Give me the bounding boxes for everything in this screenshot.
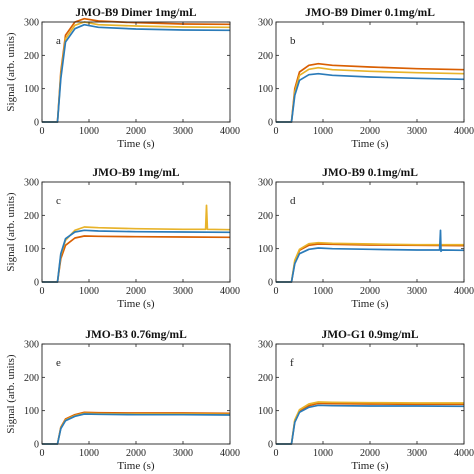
- series-line-2: [42, 21, 231, 123]
- x-tick-label: 2000: [126, 286, 146, 297]
- x-tick-label: 3000: [173, 286, 193, 297]
- y-tick-label: 100: [24, 244, 39, 255]
- y-tick-label: 300: [24, 18, 39, 29]
- series-line-1: [42, 235, 231, 283]
- x-tick-label: 0: [274, 286, 279, 297]
- chart-title: JMO-B9 Dimer 1mg/mL: [75, 7, 196, 19]
- y-tick-label: 300: [24, 340, 39, 351]
- chart-title: JMO-B9 1mg/mL: [92, 167, 180, 179]
- y-tick-label: 100: [258, 84, 273, 95]
- y-tick-label: 300: [258, 340, 273, 351]
- chart-title: JMO-B9 0.1mg/mL: [322, 167, 418, 179]
- y-tick-label: 200: [258, 373, 273, 384]
- y-tick-label: 200: [24, 211, 39, 222]
- y-tick-label: 200: [24, 51, 39, 62]
- x-tick-label: 0: [274, 448, 279, 459]
- x-tick-label: 3000: [407, 286, 427, 297]
- panel-letter-d: d: [290, 195, 296, 207]
- x-tick-label: 4000: [220, 126, 240, 137]
- y-tick-label: 300: [258, 18, 273, 29]
- plot-frame: [41, 21, 231, 123]
- x-tick-label: 0: [40, 286, 45, 297]
- series-line-3: [42, 413, 231, 445]
- x-tick-label: 4000: [454, 448, 474, 459]
- x-tick-label: 2000: [360, 448, 380, 459]
- series-line-3: [42, 23, 231, 123]
- x-tick-label: 3000: [407, 448, 427, 459]
- y-tick-label: 300: [24, 178, 39, 189]
- x-axis-label: Time (s): [117, 460, 155, 472]
- x-axis-label: Time (s): [351, 460, 389, 472]
- y-tick-label: 0: [268, 440, 273, 451]
- y-tick-label: 100: [258, 406, 273, 417]
- panel-letter-e: e: [56, 357, 61, 369]
- x-tick-label: 1000: [79, 126, 99, 137]
- chart-title: JMO-G1 0.9mg/mL: [321, 329, 418, 341]
- y-tick-label: 200: [258, 51, 273, 62]
- x-tick-label: 3000: [173, 448, 193, 459]
- y-tick-label: 0: [268, 118, 273, 129]
- plot-frame: [275, 181, 465, 283]
- y-tick-label: 300: [258, 178, 273, 189]
- x-tick-label: 1000: [79, 286, 99, 297]
- x-tick-label: 1000: [313, 448, 333, 459]
- x-axis-label: Time (s): [117, 298, 155, 310]
- y-tick-label: 200: [24, 373, 39, 384]
- y-axis-label: Signal (arb. units): [5, 32, 17, 111]
- y-tick-label: 100: [258, 244, 273, 255]
- series-line-2: [276, 66, 465, 123]
- x-tick-label: 2000: [126, 126, 146, 137]
- series-line-3: [276, 404, 465, 445]
- y-tick-label: 0: [34, 278, 39, 289]
- x-tick-label: 4000: [454, 126, 474, 137]
- panel-letter-f: f: [290, 357, 294, 369]
- x-tick-label: 0: [274, 126, 279, 137]
- y-axis-label: Signal (arb. units): [5, 192, 17, 271]
- x-tick-label: 1000: [313, 126, 333, 137]
- x-tick-label: 1000: [313, 286, 333, 297]
- x-tick-label: 1000: [79, 448, 99, 459]
- series-line-2: [42, 204, 231, 283]
- x-axis-label: Time (s): [117, 138, 155, 150]
- series-line-3: [276, 72, 465, 123]
- chart-title: JMO-B9 Dimer 0.1mg/mL: [305, 7, 435, 19]
- x-tick-label: 0: [40, 448, 45, 459]
- y-tick-label: 0: [268, 278, 273, 289]
- x-tick-label: 2000: [360, 286, 380, 297]
- x-tick-label: 3000: [173, 126, 193, 137]
- x-axis-label: Time (s): [351, 138, 389, 150]
- plot-frame: [275, 343, 465, 445]
- y-tick-label: 0: [34, 118, 39, 129]
- x-tick-label: 4000: [454, 286, 474, 297]
- y-tick-label: 0: [34, 440, 39, 451]
- y-tick-label: 100: [24, 406, 39, 417]
- x-tick-label: 4000: [220, 448, 240, 459]
- series-line-3: [276, 229, 465, 283]
- panel-letter-b: b: [290, 35, 296, 47]
- x-tick-label: 4000: [220, 286, 240, 297]
- x-tick-label: 2000: [360, 126, 380, 137]
- panel-letter-a: a: [56, 35, 61, 47]
- plot-frame: [41, 343, 231, 445]
- series-line-3: [42, 229, 231, 283]
- chart-title: JMO-B3 0.76mg/mL: [85, 329, 187, 341]
- x-tick-label: 0: [40, 126, 45, 137]
- panel-letter-c: c: [56, 195, 61, 207]
- y-tick-label: 200: [258, 211, 273, 222]
- x-tick-label: 3000: [407, 126, 427, 137]
- y-tick-label: 100: [24, 84, 39, 95]
- x-tick-label: 2000: [126, 448, 146, 459]
- y-axis-label: Signal (arb. units): [5, 354, 17, 433]
- x-axis-label: Time (s): [351, 298, 389, 310]
